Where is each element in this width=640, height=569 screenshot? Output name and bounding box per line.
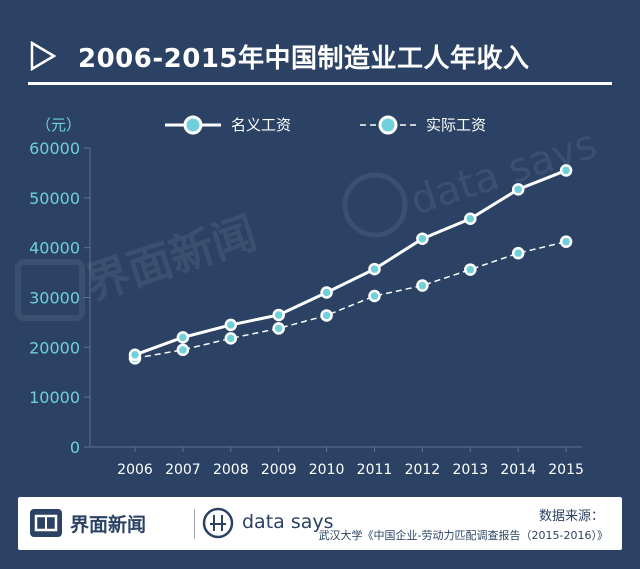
data-point-nominal (272, 308, 285, 322)
watermark-circle-icon (342, 172, 408, 238)
y-tick-label: 30000 (29, 289, 80, 308)
legend-dashed-marker-icon (360, 115, 416, 134)
x-tick-label: 2013 (452, 462, 488, 478)
data-point-nominal (224, 318, 238, 332)
data-point-real (368, 289, 381, 303)
source-label: 数据来源： (538, 509, 604, 524)
x-tick-label: 2011 (357, 462, 393, 478)
data-point-real (176, 343, 190, 357)
x-tick-label: 2014 (500, 462, 536, 478)
legend-label-real: 实际工资 (426, 116, 487, 134)
data-point-nominal (128, 348, 142, 362)
legend-label-nominal: 名义工资 (231, 116, 292, 134)
data-point-real (224, 332, 238, 345)
footer-brand-en: data says (242, 511, 334, 533)
footer-brand-cn: 界面新闻 (70, 514, 147, 536)
legend-item-nominal: 名义工资 (163, 114, 291, 135)
y-tick-label: 0 (70, 438, 80, 457)
watermark-text-right: data says (405, 121, 602, 224)
data-point-nominal (368, 262, 381, 276)
chart-axes: 0 10000 20000 30000 40000 50000 60000 2006 2007 2… (29, 139, 584, 478)
watermark-logo-icon (15, 259, 85, 321)
data-point-real (320, 309, 333, 322)
x-tick-label: 2012 (405, 462, 441, 478)
x-tick-label: 2009 (261, 462, 297, 478)
y-tick-label: 40000 (29, 239, 80, 258)
play-icon (30, 41, 56, 71)
data-point-nominal (559, 164, 573, 177)
data-point-real (559, 235, 573, 248)
page-title: 2006-2015年中国制造业工人年收入 (78, 43, 530, 74)
data-point-nominal (464, 212, 477, 226)
data-point-nominal (511, 183, 525, 196)
data-point-nominal (320, 286, 333, 299)
data-point-nominal (416, 232, 429, 245)
watermark-text-left: 界面新闻 (80, 208, 263, 311)
x-tick-label: 2006 (117, 462, 153, 478)
y-tick-label: 60000 (29, 139, 80, 158)
y-tick-label: 20000 (29, 338, 80, 357)
title-underline (28, 82, 612, 85)
footer: 界面新闻 data says 数据来源： 武汉大学《中国企业-劳动力匹配调查报告… (18, 497, 622, 550)
datasays-logo-icon (202, 507, 234, 539)
jiemian-logo-icon (30, 509, 62, 537)
x-tick-label: 2015 (548, 462, 584, 478)
data-point-real (416, 279, 429, 292)
footer-divider (194, 509, 195, 539)
source-text: 武汉大学《中国企业-劳动力匹配调查报告（2015-2016）》 (318, 529, 608, 542)
y-tick-label: 10000 (29, 388, 80, 407)
legend-solid-marker-icon (165, 115, 221, 134)
data-point-real (272, 322, 285, 335)
watermark: 界面新闻 data says (15, 121, 602, 321)
header: 2006-2015年中国制造业工人年收入 (30, 34, 530, 78)
series-line-real (134, 240, 567, 360)
x-tick-label: 2010 (309, 462, 345, 478)
y-axis-unit-label: （元） (36, 116, 82, 134)
data-point-real (511, 246, 525, 260)
data-point-nominal (176, 331, 190, 344)
x-tick-label: 2007 (165, 462, 201, 478)
y-tick-label: 50000 (29, 189, 80, 208)
series-line-nominal (134, 169, 567, 357)
chart-series (128, 164, 573, 365)
legend-item-real: 实际工资 (358, 114, 486, 135)
data-point-real (464, 263, 477, 276)
x-tick-label: 2008 (213, 462, 249, 478)
